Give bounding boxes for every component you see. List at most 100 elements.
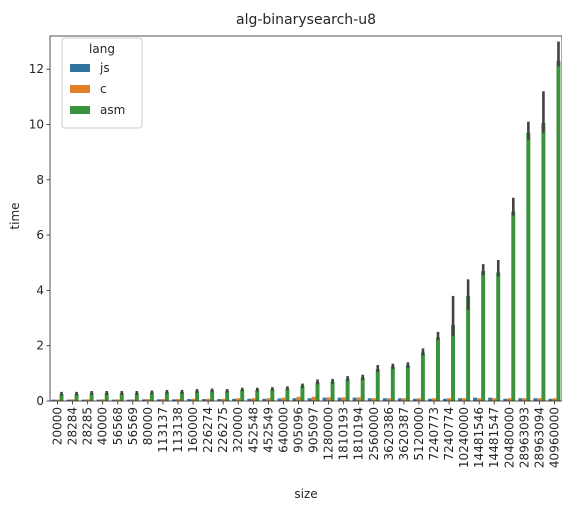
bar-asm-113138 — [180, 392, 184, 401]
bar-c-14481547 — [492, 398, 497, 401]
bar-js-1810194 — [352, 397, 357, 401]
bar-c-226275 — [221, 398, 226, 401]
bar-asm-5120000 — [420, 352, 425, 401]
legend-box — [61, 37, 143, 129]
bar-c-1280000 — [326, 397, 331, 401]
bar-js-3620386 — [382, 398, 387, 401]
bar-js-226275 — [217, 399, 222, 401]
bar-js-160000 — [187, 399, 191, 401]
y-axis: 0 2 4 6 8 10 12 — [29, 62, 50, 408]
bar-js-905096 — [292, 398, 297, 401]
bar-c-14481546 — [477, 398, 482, 401]
bar-asm-14481546 — [481, 271, 486, 401]
x-tick-label: 226274 — [201, 407, 215, 453]
bar-asm-40000 — [104, 393, 109, 401]
bar-js-113138 — [171, 399, 176, 401]
bar-c-3620386 — [386, 398, 391, 401]
bar-c-1810193 — [341, 397, 346, 401]
bar-asm-1810194 — [360, 377, 365, 401]
bar-asm-28285 — [89, 393, 94, 401]
bar-asm-56568 — [119, 393, 124, 401]
bar-asm-160000 — [195, 391, 200, 401]
bar-c-80000 — [145, 399, 150, 401]
bar-c-320000 — [236, 398, 241, 401]
bar-js-40960000 — [548, 398, 553, 401]
bar-js-320000 — [232, 398, 237, 401]
bar-c-452548 — [251, 398, 256, 401]
x-tick-label: 28285 — [81, 407, 95, 445]
bar-js-40000 — [96, 399, 101, 401]
x-tick-label: 10240000 — [457, 407, 471, 468]
bar-asm-28284 — [74, 394, 79, 401]
plot-area — [49, 35, 562, 402]
x-tick-label: 80000 — [141, 407, 155, 445]
bar-asm-20480000 — [511, 211, 516, 401]
y-tick-label: 12 — [29, 62, 44, 76]
x-tick-label: 160000 — [186, 407, 200, 453]
x-tick-label: 14481547 — [487, 407, 501, 468]
bar-asm-28963093 — [526, 132, 531, 401]
bar-c-113138 — [175, 399, 180, 401]
bar-js-80000 — [141, 399, 146, 401]
bar-c-28963093 — [522, 398, 527, 401]
x-tick-label: 40000 — [96, 407, 110, 445]
bar-asm-2560000 — [375, 369, 380, 401]
bar-js-5120000 — [412, 398, 417, 401]
y-tick-label: 0 — [36, 394, 44, 408]
legend-label-asm: asm — [100, 103, 125, 117]
bar-c-640000 — [281, 397, 286, 401]
legend-label-c: c — [100, 82, 107, 96]
bar-c-56569 — [130, 399, 135, 401]
x-tick-label: 1810194 — [352, 407, 366, 460]
bar-asm-113137 — [164, 392, 169, 401]
bar-js-7240773 — [427, 398, 432, 401]
bar-asm-10240000 — [466, 295, 471, 401]
bar-js-14481547 — [488, 397, 493, 401]
bar-js-20000 — [51, 399, 56, 401]
x-tick-label: 28284 — [66, 407, 80, 445]
bar-js-2560000 — [367, 398, 372, 401]
x-tick-label: 5120000 — [412, 407, 426, 460]
x-axis-label: size — [294, 487, 317, 501]
bar-c-40960000 — [552, 398, 557, 401]
bar-js-7240774 — [443, 398, 447, 401]
bar-asm-7240773 — [436, 337, 440, 401]
bar-js-28963094 — [533, 398, 538, 401]
legend-items: js c asm — [70, 61, 125, 117]
bar-asm-1810193 — [345, 378, 350, 401]
bar-c-905096 — [296, 396, 301, 401]
x-tick-label: 28963093 — [517, 407, 531, 468]
x-tick-label: 7240773 — [427, 407, 441, 460]
bar-c-3620387 — [401, 398, 406, 401]
bar-asm-28963094 — [541, 123, 546, 401]
bar-asm-3620386 — [390, 366, 395, 401]
bar-c-28285 — [85, 399, 90, 401]
x-tick-label: 3620387 — [397, 407, 411, 460]
bar-js-1810193 — [337, 397, 342, 401]
legend-swatch-js — [70, 64, 90, 72]
x-tick-label: 20000 — [51, 407, 65, 445]
bar-js-56568 — [111, 399, 116, 401]
bar-c-28284 — [70, 399, 75, 401]
bar-js-113137 — [156, 399, 161, 401]
bar-js-28285 — [81, 399, 86, 401]
legend: lang js c asm — [61, 37, 143, 129]
x-tick-label: 40960000 — [547, 407, 561, 468]
bar-asm-905097 — [315, 382, 320, 401]
x-tick-label: 640000 — [276, 407, 290, 453]
legend-title: lang — [89, 42, 115, 56]
bar-asm-3620387 — [405, 365, 410, 401]
bar-js-905097 — [307, 398, 312, 401]
bar-asm-226275 — [225, 391, 230, 401]
bar-js-20480000 — [503, 398, 508, 401]
bar-c-10240000 — [462, 398, 467, 401]
bar-c-5120000 — [416, 398, 421, 401]
bar-asm-40960000 — [556, 60, 561, 401]
bar-c-20480000 — [507, 398, 512, 401]
bar-asm-452549 — [270, 389, 275, 401]
x-tick-label: 320000 — [231, 407, 245, 453]
y-tick-label: 8 — [36, 173, 44, 187]
bar-c-452549 — [266, 398, 271, 401]
bar-js-452549 — [262, 398, 267, 401]
